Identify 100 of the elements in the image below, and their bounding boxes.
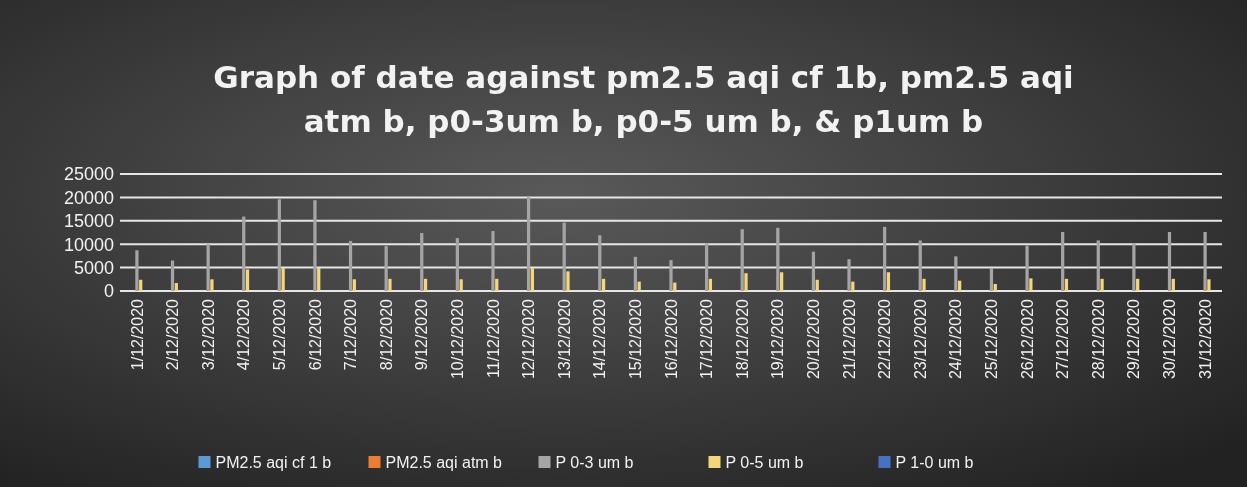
bar [1061, 232, 1065, 291]
x-tick-label: 28/12/2020 [1089, 298, 1107, 380]
bar [744, 273, 748, 291]
bar [242, 216, 246, 291]
bar [1100, 278, 1104, 291]
legend-label: P 0-5 um b [725, 453, 804, 471]
bar [1132, 243, 1136, 291]
x-tick-label: 21/12/2020 [840, 298, 858, 380]
bar [883, 226, 887, 291]
x-tick-label: 3/12/2020 [199, 298, 217, 371]
bar [388, 278, 392, 291]
bar [1136, 278, 1140, 291]
x-tick-label: 31/12/2020 [1196, 298, 1214, 380]
x-tick-label: 2/12/2020 [164, 298, 182, 371]
bar [1167, 232, 1172, 291]
bar [958, 280, 962, 291]
bar [455, 238, 459, 291]
bar [491, 231, 495, 291]
x-tick-label: 30/12/2020 [1161, 298, 1179, 380]
x-tick-label: 7/12/2020 [342, 298, 360, 371]
chart-title: Graph of date against pm2.5 aqi cf 1b, pm2.5 aqi atm b, p0-3um b, p0-5 um b, & p1um b [213, 59, 1074, 139]
bar [352, 279, 356, 291]
x-tick-label: 25/12/2020 [983, 298, 1001, 380]
bar [954, 256, 958, 291]
bar [847, 259, 851, 291]
bar [526, 196, 531, 291]
y-tick-label: 0 [103, 281, 114, 302]
bar [601, 278, 606, 291]
bar [277, 199, 281, 291]
bar [993, 283, 997, 291]
bar [918, 240, 922, 291]
legend-label: PM2.5 aqi cf 1 b [215, 453, 332, 471]
bar [815, 279, 819, 291]
bar [598, 235, 602, 291]
x-tick-label: 15/12/2020 [626, 298, 644, 380]
bar [423, 278, 428, 291]
bar [1096, 240, 1100, 291]
bar [530, 268, 534, 291]
x-tick-label: 20/12/2020 [805, 298, 823, 380]
bar [206, 244, 210, 291]
bar [886, 272, 891, 291]
x-tick-label: 19/12/2020 [769, 298, 787, 380]
bar [562, 222, 566, 291]
bar [566, 271, 570, 291]
x-tick-label: 18/12/2020 [733, 298, 751, 380]
bar [495, 278, 499, 291]
bar [1025, 245, 1029, 291]
x-tick-label: 10/12/2020 [448, 298, 466, 380]
x-tick-label: 29/12/2020 [1125, 298, 1143, 380]
x-tick-label: 4/12/2020 [235, 298, 253, 371]
x-tick-label: 24/12/2020 [947, 298, 965, 380]
bar [135, 250, 139, 291]
legend-label: P 1-0 um b [895, 453, 974, 471]
bar [210, 279, 214, 291]
x-tick-label: 5/12/2020 [270, 298, 288, 371]
bar [1203, 232, 1207, 291]
bar [922, 278, 926, 291]
x-tick-label: 8/12/2020 [377, 298, 395, 371]
y-tick-label: 5000 [73, 257, 114, 278]
x-tick-label: 23/12/2020 [911, 298, 929, 380]
bar [174, 283, 178, 291]
bar [245, 269, 250, 291]
bar [459, 279, 463, 291]
legend-label: PM2.5 aqi atm b [385, 453, 503, 471]
y-tick-label: 20000 [63, 187, 114, 208]
bar [1171, 278, 1175, 291]
x-tick-label: 11/12/2020 [484, 298, 502, 378]
bar [780, 272, 784, 291]
x-tick-label: 27/12/2020 [1054, 298, 1072, 380]
y-tick-label: 15000 [63, 211, 114, 232]
bar [313, 200, 317, 291]
bar [776, 227, 780, 291]
bar [637, 281, 641, 291]
x-tick-label: 13/12/2020 [555, 298, 573, 380]
x-tick-label: 22/12/2020 [876, 298, 894, 380]
bar [669, 260, 673, 291]
bar [1207, 279, 1211, 291]
bar [139, 279, 143, 291]
bar [170, 260, 175, 291]
y-tick-label: 25000 [63, 164, 114, 185]
bar [1029, 278, 1033, 291]
bar [851, 281, 855, 291]
bar [317, 268, 321, 291]
bar [1064, 278, 1069, 291]
x-tick-label: 9/12/2020 [413, 298, 431, 371]
bar [740, 229, 744, 291]
bar [384, 246, 388, 291]
bar [281, 268, 285, 291]
bar [420, 232, 424, 291]
x-tick-label: 14/12/2020 [591, 298, 609, 380]
bar [989, 268, 994, 291]
y-tick-label: 10000 [63, 234, 114, 255]
x-tick-label: 1/12/2020 [128, 298, 146, 371]
bar [348, 240, 353, 291]
x-tick-label: 12/12/2020 [520, 298, 538, 380]
x-tick-label: 6/12/2020 [306, 298, 324, 371]
bar [708, 278, 713, 291]
bar [704, 243, 709, 291]
x-tick-label: 16/12/2020 [662, 298, 680, 380]
x-tick-label: 26/12/2020 [1018, 298, 1036, 380]
